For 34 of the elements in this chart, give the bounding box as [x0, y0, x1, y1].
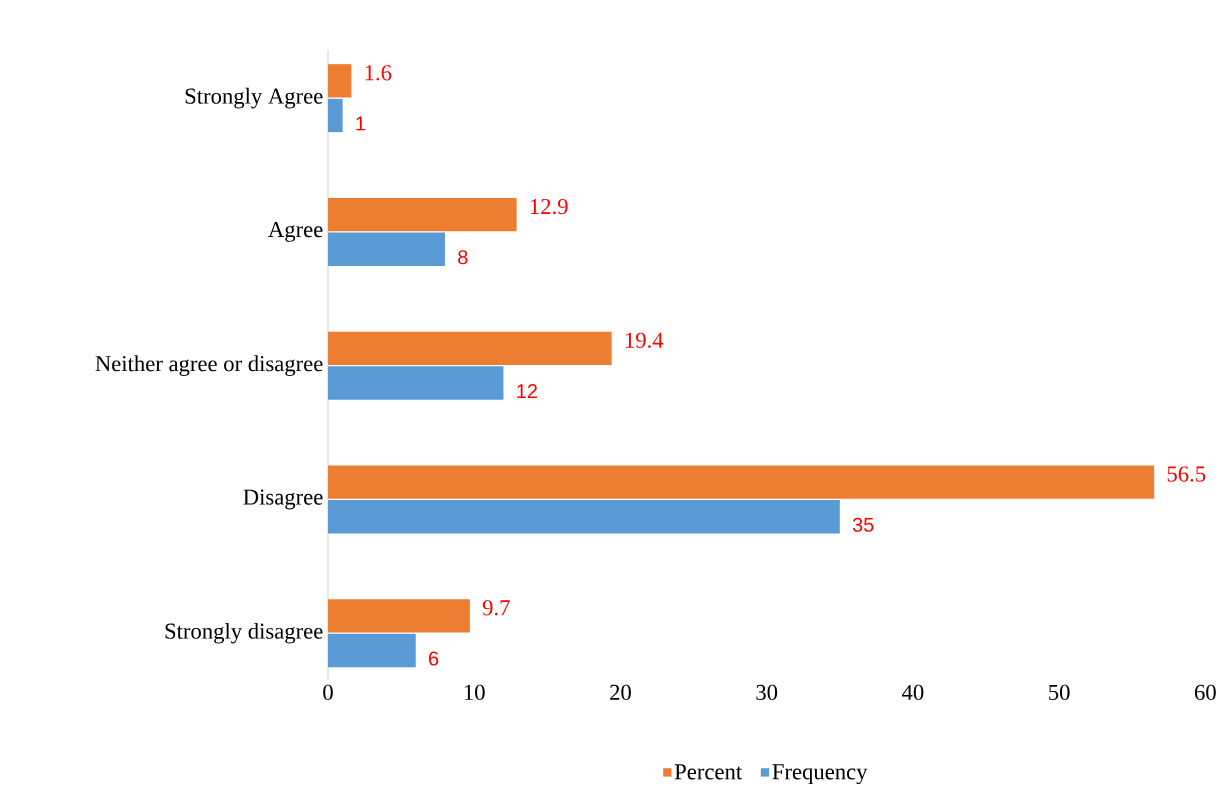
legend-label: Percent: [674, 764, 743, 780]
x-tick-label: 0: [323, 684, 333, 701]
data-label: 8: [458, 250, 468, 265]
data-label: 19.4: [625, 332, 664, 348]
bar: [328, 500, 840, 534]
y-tick-label: Disagree: [243, 489, 323, 510]
bar: [328, 599, 470, 633]
data-label: 1.6: [365, 65, 392, 81]
data-label: 56.5: [1167, 466, 1206, 482]
bar: [328, 465, 1155, 499]
y-tick-label: Neither agree or disagree: [95, 355, 323, 376]
x-tick-label: 30: [756, 684, 778, 701]
x-tick-label: 50: [1049, 684, 1070, 701]
y-tick-label: Agree: [268, 221, 323, 242]
bar: [328, 232, 445, 266]
bar: [328, 197, 517, 232]
legend-label: Frequency: [772, 764, 868, 785]
data-label: 12.9: [530, 198, 568, 215]
x-tick-label: 10: [464, 684, 485, 701]
data-label: 12: [517, 384, 537, 398]
x-tick-label: 60: [1194, 684, 1216, 701]
bar: [328, 633, 416, 668]
data-label: 35: [852, 517, 874, 532]
x-tick-label: 40: [902, 684, 924, 701]
data-label: 9.7: [482, 600, 510, 616]
y-tick-label: Strongly disagree: [165, 622, 323, 644]
bar: [328, 366, 504, 400]
data-label: 1: [356, 116, 366, 131]
bar: [328, 64, 352, 98]
bar: [328, 98, 343, 133]
y-tick-label: Strongly Agree: [185, 87, 323, 109]
bar: [328, 331, 612, 365]
x-tick-label: 20: [610, 684, 631, 701]
data-label: 6: [429, 651, 439, 666]
